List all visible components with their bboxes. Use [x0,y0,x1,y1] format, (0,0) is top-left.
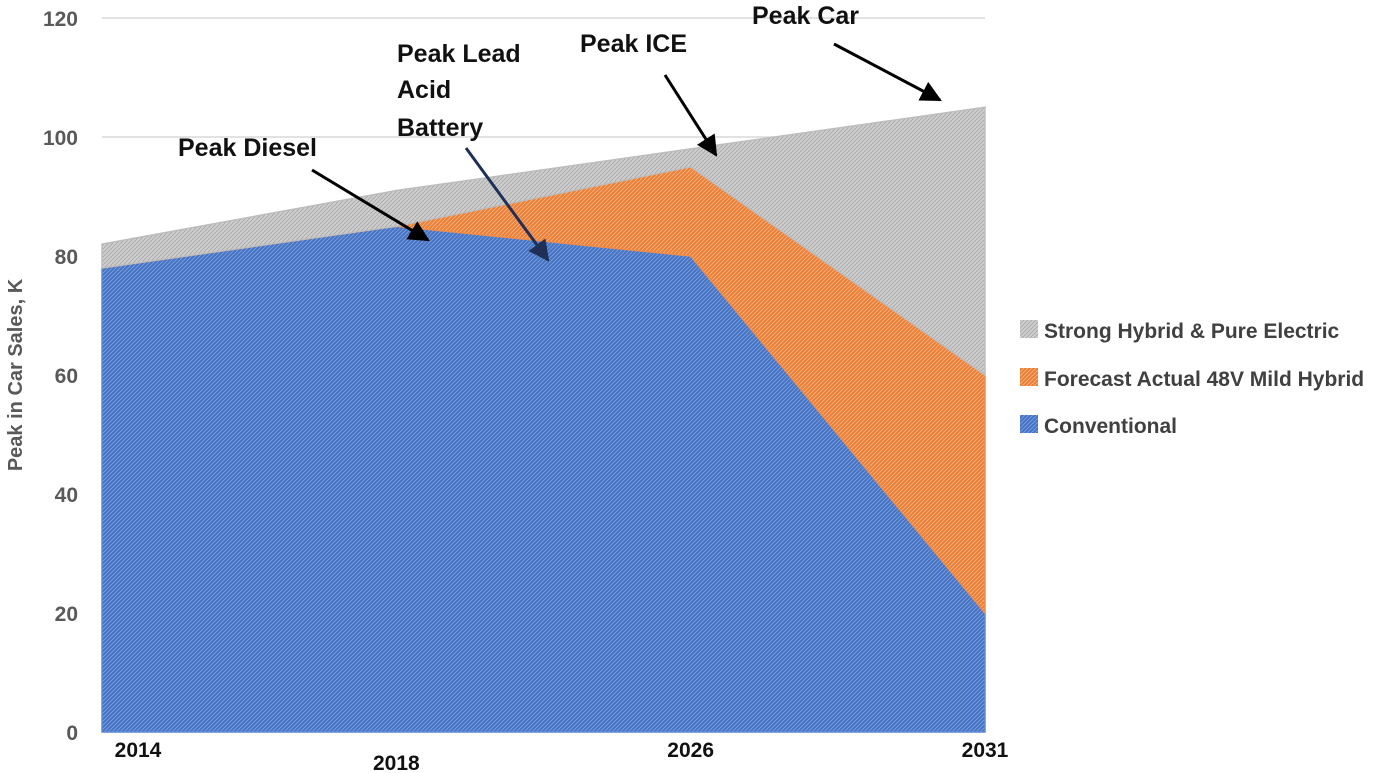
peak-lead-acid-arrow [464,147,550,262]
y-axis-ticks: 0 20 40 60 80 100 120 [43,8,78,745]
legend-swatch-conventional [1020,415,1038,433]
y-tick-label: 40 [55,484,78,507]
legend-label-conventional: Conventional [1044,415,1177,438]
annotation-peak-diesel: Peak Diesel [178,134,317,162]
legend-swatch-strong-hybrid [1020,320,1038,338]
annotation-peak-ice: Peak ICE [580,30,687,58]
y-axis-label: Peak in Car Sales, K [5,278,27,471]
y-tick-label: 0 [66,722,78,745]
legend-swatch-mild-hybrid [1020,368,1038,386]
peak-diesel-arrow [311,168,430,242]
annotation-peak-lead-line3: Battery [397,114,483,142]
y-tick-label: 80 [55,246,78,269]
annotations: Peak Diesel Peak Lead Acid Battery Peak … [178,2,942,262]
y-tick-label: 60 [55,365,78,388]
y-tick-label: 100 [43,127,78,150]
y-tick-label: 120 [43,8,78,31]
annotation-peak-car: Peak Car [752,2,859,30]
legend: Strong Hybrid & Pure Electric Forecast A… [1020,320,1364,438]
annotation-peak-lead-line2: Acid [397,76,451,104]
area-strong-hybrid-pure-electric [101,106,986,377]
x-tick-label: 2018 [373,752,420,773]
x-tick-label: 2014 [115,739,162,762]
legend-label-strong-hybrid: Strong Hybrid & Pure Electric [1044,320,1340,343]
peak-car-arrow [833,42,942,102]
peak-ice-arrow [663,74,718,157]
x-axis-ticks: 2014 2018 2026 2031 [115,739,1009,773]
area-series [101,106,986,733]
annotation-peak-lead-line1: Peak Lead [397,40,521,68]
legend-label-mild-hybrid: Forecast Actual 48V Mild Hybrid [1044,368,1364,391]
y-tick-label: 20 [55,603,78,626]
x-tick-label: 2026 [667,739,714,762]
x-tick-label: 2031 [962,739,1009,762]
